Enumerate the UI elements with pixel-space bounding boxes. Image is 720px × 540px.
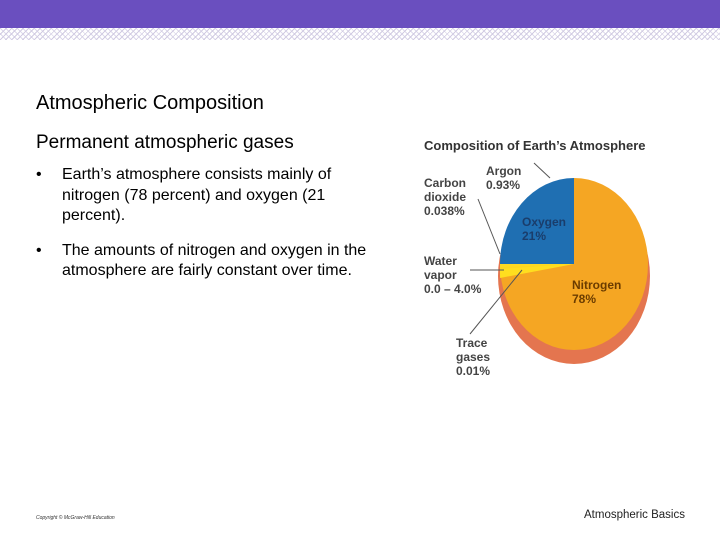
decorative-pattern-band xyxy=(0,28,720,40)
leader-line-trace-gases xyxy=(469,269,523,335)
label-nitrogen: Nitrogen 78% xyxy=(572,278,625,306)
bullet-item: • Earth’s atmosphere consists mainly of … xyxy=(36,165,381,227)
label-water-vapor: Water vapor 0.0 – 4.0% xyxy=(424,254,482,296)
leader-line-carbon-dioxide xyxy=(477,198,501,255)
bullet-text: The amounts of nitrogen and oxygen in th… xyxy=(62,241,367,280)
pie-slice-oxygen xyxy=(500,178,574,264)
bullet-text: Earth’s atmosphere consists mainly of ni… xyxy=(62,166,332,224)
slide-title: Atmospheric Composition xyxy=(36,92,264,114)
bullet-list: • Earth’s atmosphere consists mainly of … xyxy=(36,165,381,296)
bullet-marker: • xyxy=(36,166,42,183)
bullet-marker: • xyxy=(36,241,42,259)
chart-title: Composition of Earth’s Atmosphere xyxy=(424,138,646,153)
atmosphere-pie-chart: Composition of Earth’s Atmosphere Argon … xyxy=(424,138,650,378)
footer-copyright: Copyright © McGraw-Hill Education xyxy=(36,515,115,521)
leader-line-argon xyxy=(533,162,551,179)
label-oxygen: Oxygen 21% xyxy=(522,215,569,243)
footer-section-title: Atmospheric Basics xyxy=(584,509,685,521)
label-trace-gases: Trace gases 0.01% xyxy=(456,336,493,378)
label-carbon-dioxide: Carbon dioxide 0.038% xyxy=(424,176,469,218)
top-accent-bar xyxy=(0,0,720,28)
bullet-item: • The amounts of nitrogen and oxygen in … xyxy=(36,241,381,282)
slide-subtitle: Permanent atmospheric gases xyxy=(36,132,294,153)
label-argon: Argon 0.93% xyxy=(486,164,525,192)
